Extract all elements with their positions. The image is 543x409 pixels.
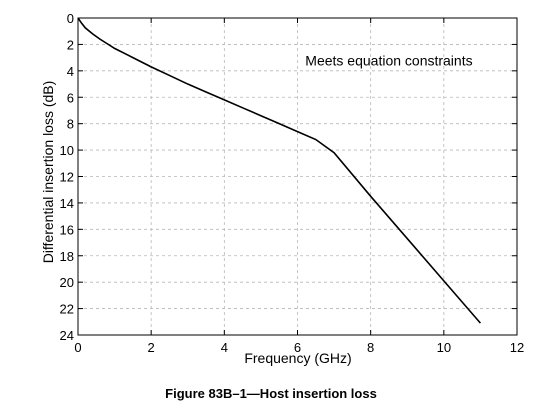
- y-axis-label: Differential insertion loss (dB): [40, 81, 56, 264]
- y-tick-label: 8: [67, 117, 74, 132]
- y-tick-label: 18: [60, 249, 74, 264]
- y-tick-label: 4: [67, 64, 74, 79]
- y-tick-label: 22: [60, 302, 74, 317]
- y-tick-label: 14: [60, 196, 74, 211]
- y-tick-label: 20: [60, 275, 74, 290]
- insertion-loss-series-line: [77, 17, 482, 324]
- series-group: [77, 17, 482, 324]
- y-tick-label: 6: [67, 90, 74, 105]
- x-tick-label: 4: [221, 340, 228, 355]
- x-tick-label: 10: [437, 340, 451, 355]
- y-tick-label: 2: [67, 37, 74, 52]
- figure-caption: Figure 83B–1—Host insertion loss: [165, 386, 377, 401]
- x-tick-labels: 0 2 4 6 8 10 12: [74, 340, 524, 355]
- y-tick-label: 10: [60, 143, 74, 158]
- annotation-text: Meets equation constraints: [305, 53, 472, 69]
- grid: [78, 18, 517, 335]
- axis-ticks: [77, 17, 518, 336]
- y-tick-label: 16: [60, 222, 74, 237]
- x-tick-label: 8: [367, 340, 374, 355]
- annotations: Meets equation constraints: [305, 53, 472, 69]
- x-axis-label: Frequency (GHz): [244, 350, 351, 366]
- y-tick-label: 0: [67, 11, 74, 26]
- y-tick-label: 12: [60, 170, 74, 185]
- x-tick-label: 2: [148, 340, 155, 355]
- x-tick-label: 6: [294, 340, 301, 355]
- y-tick-label: 24: [60, 328, 74, 343]
- x-tick-label: 12: [510, 340, 524, 355]
- x-tick-label: 0: [74, 340, 81, 355]
